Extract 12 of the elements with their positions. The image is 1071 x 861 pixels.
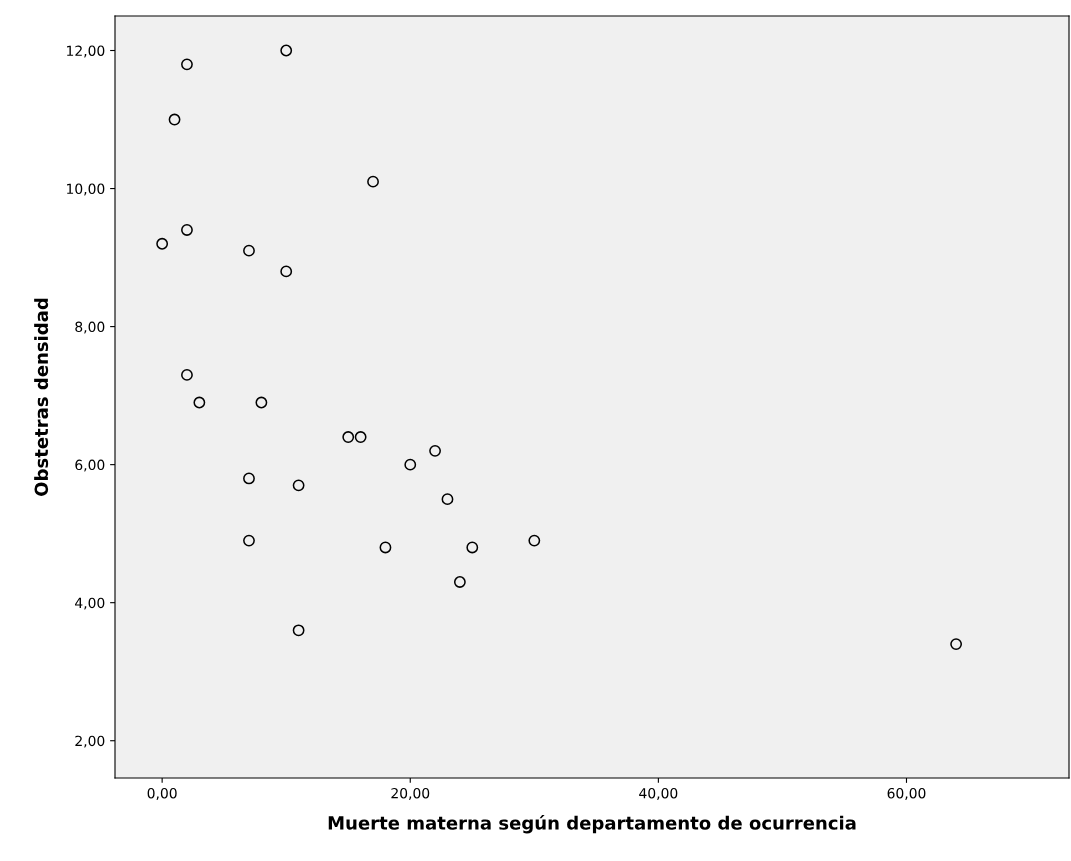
x-tick-label: 40,00: [639, 787, 678, 800]
x-tick-label: 0,00: [147, 787, 177, 800]
y-tick-label: 12,00: [67, 45, 105, 58]
x-tick-label: 20,00: [391, 787, 430, 800]
x-axis-title: Muerte materna según departamento de ocurrencia: [328, 815, 856, 834]
y-tick-label: 10,00: [67, 183, 105, 196]
y-tick-label: 6,00: [75, 459, 105, 472]
y-tick-label: 2,00: [75, 735, 105, 748]
y-tick-label: 4,00: [75, 597, 105, 610]
y-tick-label: 8,00: [75, 321, 105, 334]
x-tick-label: 60,00: [887, 787, 926, 800]
y-axis-title: Obstetras densidad: [34, 298, 49, 496]
